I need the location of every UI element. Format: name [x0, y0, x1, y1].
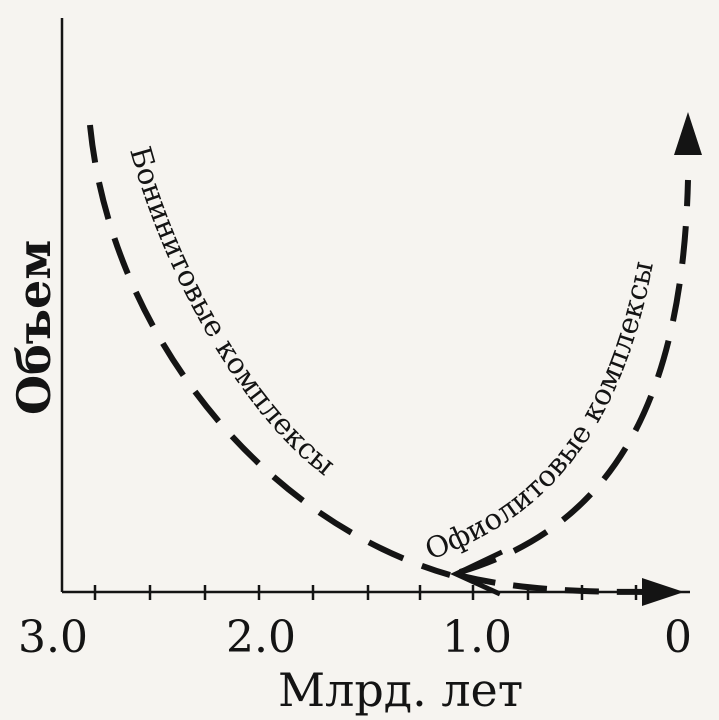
trough-pointer-icon	[450, 549, 504, 597]
ophiolite-curve	[459, 179, 691, 575]
arrowhead-right-icon	[642, 578, 684, 606]
x-tick-label-2: 2.0	[226, 612, 296, 663]
arrowhead-up-icon	[674, 112, 702, 155]
x-axis-title: Млрд. лет	[278, 663, 523, 717]
ophiolite-label: Офиолитовые комплексы	[420, 258, 660, 566]
boninite-label: Бонинитовые комплексы	[123, 143, 342, 482]
x-tick-label-1: 1.0	[442, 612, 512, 663]
x-tick-label-0: 0	[664, 612, 692, 663]
x-tick-label-3: 3.0	[18, 612, 88, 663]
boninite-curve	[87, 124, 451, 578]
recent-trend-line	[461, 573, 649, 595]
y-axis-title: Объем	[7, 240, 61, 415]
